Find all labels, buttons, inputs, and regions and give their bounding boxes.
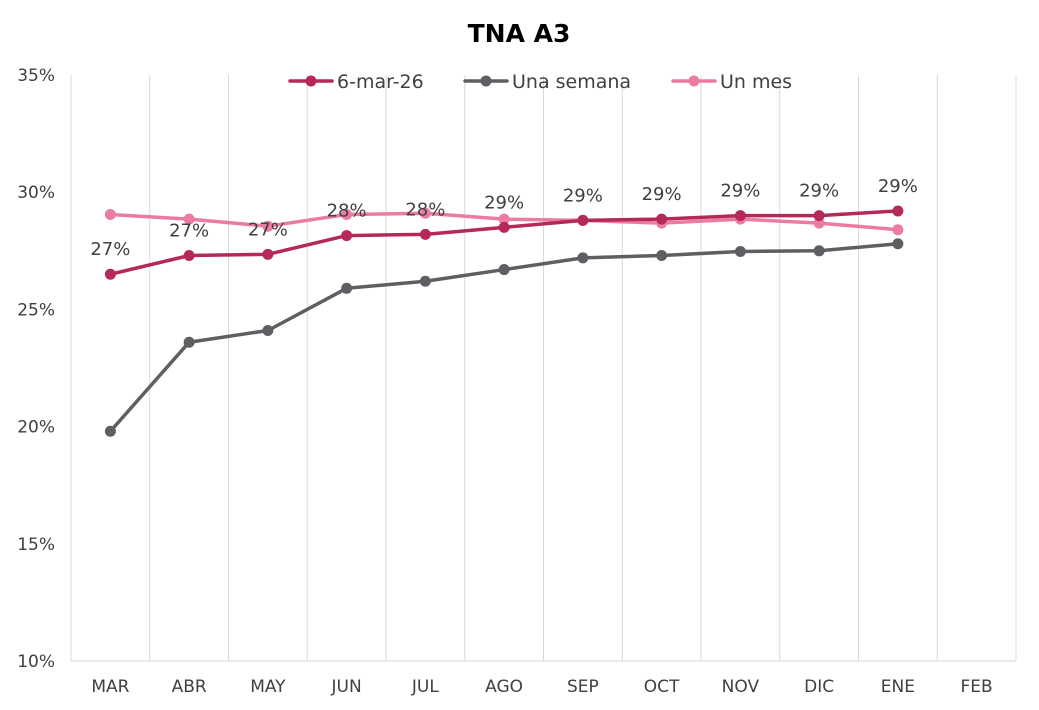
data-point <box>104 208 116 220</box>
legend-item: Un mes <box>671 71 792 93</box>
y-tick-label: 35% <box>17 66 55 86</box>
data-point <box>262 220 274 232</box>
data-label: 28% <box>405 199 445 220</box>
y-tick-label: 25% <box>17 300 55 320</box>
data-label: 27% <box>248 219 288 240</box>
series-una-semana <box>104 238 904 437</box>
data-label: 29% <box>878 176 918 197</box>
x-tick-label: AGO <box>485 677 523 697</box>
legend-label: Un mes <box>720 71 792 93</box>
legend: 6-mar-26 Una semana Un mes <box>288 71 792 93</box>
x-tick-label: DIC <box>804 677 834 697</box>
legend-swatch-marker <box>688 75 700 87</box>
legend-item: 6-mar-26 <box>288 71 424 93</box>
x-tick-label: MAR <box>91 677 129 697</box>
data-point <box>341 208 353 220</box>
data-point <box>577 252 589 264</box>
data-point <box>577 214 589 226</box>
data-label: 29% <box>799 181 839 202</box>
data-label: 27% <box>169 220 209 241</box>
data-point <box>104 268 116 280</box>
data-point <box>498 264 510 276</box>
x-tick-label: ABR <box>172 677 207 697</box>
data-label: 29% <box>484 192 524 213</box>
legend-label: Una semana <box>512 71 631 93</box>
data-point <box>419 207 431 219</box>
data-point <box>498 213 510 225</box>
data-point <box>183 336 195 348</box>
data-point <box>419 275 431 287</box>
data-label: 29% <box>720 181 760 202</box>
data-labels: 27% 27% 27% 28% 28% 29% 29% 29% 29% 29% 29% <box>90 176 918 260</box>
data-point <box>262 324 274 336</box>
data-point <box>892 205 904 217</box>
legend-swatch-marker <box>305 75 317 87</box>
data-point <box>341 230 353 242</box>
x-tick-label: MAY <box>250 677 286 697</box>
series-6-mar-26 <box>104 205 904 280</box>
data-point <box>813 245 825 257</box>
data-label: 27% <box>90 239 130 260</box>
data-point <box>419 228 431 240</box>
legend-swatch-marker <box>480 75 492 87</box>
data-point <box>262 248 274 260</box>
data-point <box>183 249 195 261</box>
x-tick-label: NOV <box>722 677 760 697</box>
y-tick-label: 15% <box>17 535 55 555</box>
data-point <box>734 246 746 258</box>
data-label: 28% <box>327 201 367 222</box>
y-tick-label: 10% <box>17 652 55 672</box>
data-label: 29% <box>563 185 603 206</box>
data-point <box>813 210 825 222</box>
data-point <box>892 238 904 250</box>
data-point <box>498 221 510 233</box>
data-point <box>656 249 668 261</box>
data-point <box>892 224 904 236</box>
data-point <box>656 213 668 225</box>
x-tick-label: ENE <box>881 677 915 697</box>
data-point <box>341 282 353 294</box>
series-lines <box>104 205 904 437</box>
y-tick-label: 30% <box>17 183 55 203</box>
legend-item: Una semana <box>463 71 631 93</box>
x-tick-label: OCT <box>644 677 680 697</box>
data-label: 29% <box>642 184 682 205</box>
chart-title: TNA A3 <box>468 19 571 48</box>
y-tick-label: 20% <box>17 418 55 438</box>
x-tick-label: JUN <box>331 677 362 697</box>
data-point <box>104 425 116 437</box>
x-tick-label: SEP <box>567 677 599 697</box>
x-tick-label: JUL <box>411 677 439 697</box>
data-point <box>183 213 195 225</box>
gridlines <box>70 75 1017 661</box>
legend-label: 6-mar-26 <box>337 71 424 93</box>
x-tick-label: FEB <box>961 677 993 697</box>
data-point <box>734 210 746 222</box>
axes: 10% 15% 20% 25% 30% 35% MAR ABR MAY JUN JUL AGO SEP O… <box>17 66 1016 697</box>
